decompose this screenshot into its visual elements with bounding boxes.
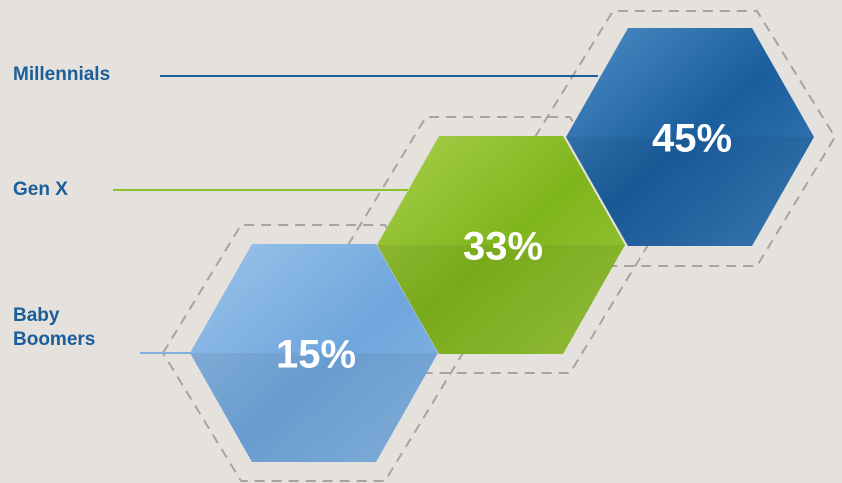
label-millennials: Millennials	[13, 64, 111, 85]
label-baby-boomers: Baby Boomers	[13, 305, 96, 350]
hexagon-millennials	[566, 28, 814, 246]
hexagon-baby-boomers	[190, 244, 438, 462]
label-gen-x: Gen X	[13, 179, 68, 200]
hexagon-shade-millennials	[566, 137, 814, 246]
hexagon-gen-x	[377, 136, 625, 354]
hexagon-shade-gen-x	[377, 245, 625, 354]
hexagon-shade-baby-boomers	[190, 353, 438, 462]
value-label-millennials: 45%	[652, 116, 732, 160]
value-label-gen-x: 33%	[463, 224, 543, 268]
value-label-baby-boomers: 15%	[276, 332, 356, 376]
